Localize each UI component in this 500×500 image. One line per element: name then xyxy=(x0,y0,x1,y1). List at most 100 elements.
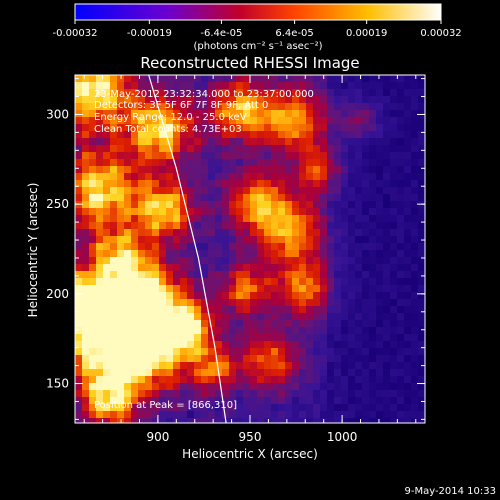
heatmap-cell xyxy=(201,250,208,257)
heatmap-cell xyxy=(292,180,299,187)
heatmap-cell xyxy=(341,250,348,257)
heatmap-cell xyxy=(166,229,173,236)
heatmap-cell xyxy=(404,243,411,250)
heatmap-cell xyxy=(131,243,138,250)
heatmap-cell xyxy=(215,271,222,278)
heatmap-cell xyxy=(145,264,152,271)
heatmap-cell xyxy=(110,278,117,285)
heatmap-cell xyxy=(131,180,138,187)
heatmap-cell xyxy=(383,334,390,341)
heatmap-cell xyxy=(124,124,131,131)
heatmap-cell xyxy=(208,229,215,236)
heatmap-cell xyxy=(362,292,369,299)
heatmap-cell xyxy=(257,152,264,159)
heatmap-cell xyxy=(117,201,124,208)
heatmap-cell xyxy=(82,285,89,292)
heatmap-cell xyxy=(159,257,166,264)
heatmap-cell xyxy=(334,131,341,138)
heatmap-cell xyxy=(299,222,306,229)
heatmap-cell xyxy=(138,257,145,264)
heatmap-cell xyxy=(376,327,383,334)
heatmap-cell xyxy=(404,117,411,124)
heatmap-cell xyxy=(362,180,369,187)
heatmap-cell xyxy=(355,82,362,89)
heatmap-cell xyxy=(187,376,194,383)
heatmap-cell xyxy=(194,124,201,131)
heatmap-cell xyxy=(243,152,250,159)
heatmap-cell xyxy=(271,89,278,96)
heatmap-cell xyxy=(229,355,236,362)
heatmap-cell xyxy=(75,299,82,306)
heatmap-cell xyxy=(103,390,110,397)
heatmap-cell xyxy=(131,89,138,96)
heatmap-cell xyxy=(383,411,390,418)
heatmap-cell xyxy=(96,229,103,236)
heatmap-cell xyxy=(159,341,166,348)
heatmap-cell xyxy=(215,341,222,348)
heatmap-cell xyxy=(194,299,201,306)
heatmap-cell xyxy=(180,131,187,138)
heatmap-cell xyxy=(110,292,117,299)
heatmap-cell xyxy=(362,159,369,166)
heatmap-cell xyxy=(362,89,369,96)
heatmap-cell xyxy=(369,75,376,82)
heatmap-cell xyxy=(180,250,187,257)
heatmap-cell xyxy=(208,138,215,145)
heatmap-cell xyxy=(404,138,411,145)
heatmap-cell xyxy=(145,327,152,334)
heatmap-cell xyxy=(404,285,411,292)
heatmap-cell xyxy=(355,145,362,152)
heatmap-cell xyxy=(194,173,201,180)
heatmap-cell xyxy=(285,348,292,355)
heatmap-cell xyxy=(229,117,236,124)
heatmap-cell xyxy=(117,341,124,348)
heatmap-cell xyxy=(383,327,390,334)
heatmap-cell xyxy=(103,124,110,131)
heatmap-cell xyxy=(404,208,411,215)
heatmap-cell xyxy=(243,145,250,152)
heatmap-cell xyxy=(75,173,82,180)
heatmap-cell xyxy=(355,152,362,159)
heatmap-cell xyxy=(278,243,285,250)
heatmap-cell xyxy=(110,313,117,320)
heatmap-cell xyxy=(271,313,278,320)
heatmap-cell xyxy=(194,313,201,320)
heatmap-cell xyxy=(362,327,369,334)
heatmap-cell xyxy=(166,299,173,306)
heatmap-cell xyxy=(229,362,236,369)
heatmap-cell xyxy=(194,138,201,145)
heatmap-cell xyxy=(145,208,152,215)
heatmap-cell xyxy=(131,75,138,82)
heatmap-cell xyxy=(215,404,222,411)
heatmap-cell xyxy=(166,355,173,362)
heatmap-cell xyxy=(362,166,369,173)
heatmap-cell xyxy=(103,89,110,96)
heatmap-cell xyxy=(376,138,383,145)
heatmap-cell xyxy=(390,124,397,131)
heatmap-cell xyxy=(404,215,411,222)
heatmap-cell xyxy=(138,215,145,222)
heatmap-cell xyxy=(278,383,285,390)
heatmap-cell xyxy=(222,96,229,103)
heatmap-cell xyxy=(236,103,243,110)
heatmap-cell xyxy=(376,117,383,124)
heatmap-cell xyxy=(152,390,159,397)
heatmap-cell xyxy=(152,299,159,306)
heatmap-cell xyxy=(369,348,376,355)
heatmap-cell xyxy=(285,369,292,376)
heatmap-cell xyxy=(215,327,222,334)
heatmap-cell xyxy=(229,397,236,404)
heatmap-cell xyxy=(404,348,411,355)
heatmap-cell xyxy=(348,166,355,173)
heatmap-cell xyxy=(145,180,152,187)
heatmap-cell xyxy=(82,327,89,334)
heatmap-cell xyxy=(334,194,341,201)
heatmap-cell xyxy=(404,124,411,131)
heatmap-cell xyxy=(173,299,180,306)
heatmap-cell xyxy=(166,194,173,201)
heatmap-cell xyxy=(222,334,229,341)
heatmap-cell xyxy=(418,306,425,313)
heatmap-cell xyxy=(110,320,117,327)
heatmap-cell xyxy=(194,411,201,418)
heatmap-cell xyxy=(257,264,264,271)
